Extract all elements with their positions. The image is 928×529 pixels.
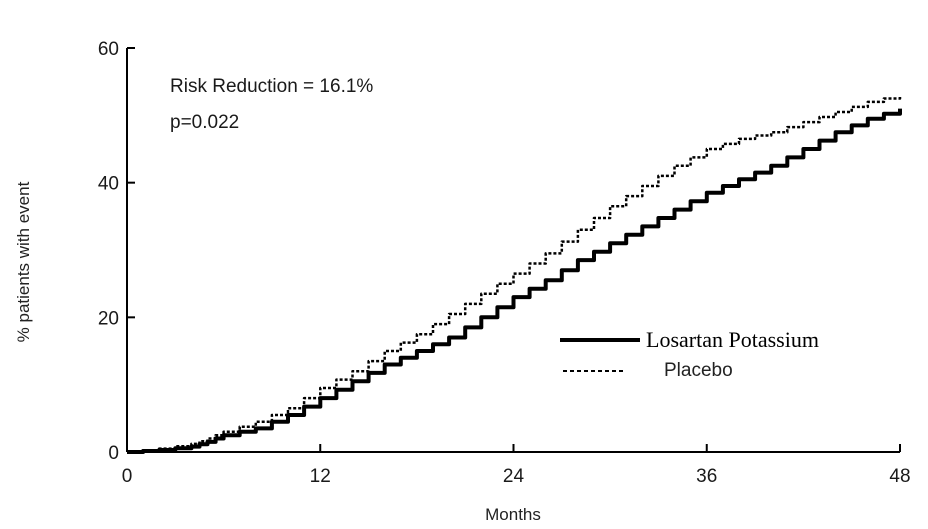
legend: Losartan Potassium Placebo — [560, 327, 819, 381]
axes — [126, 48, 900, 453]
x-tick-label: 48 — [889, 466, 910, 487]
x-tick-label: 12 — [310, 466, 331, 487]
x-axis-label: Months — [485, 505, 541, 524]
tick-labels: 0 12 24 36 48 0 20 40 60 — [98, 39, 911, 487]
p-value-annotation: p=0.022 — [170, 112, 239, 133]
y-tick-label: 40 — [98, 174, 119, 195]
ticks — [126, 47, 901, 453]
series-line-losartan — [127, 108, 902, 454]
series-line-placebo — [127, 95, 902, 454]
y-axis-label: % patients with event — [14, 181, 33, 342]
x-tick-label: 24 — [503, 466, 525, 487]
x-tick-label: 36 — [696, 466, 717, 487]
y-tick-label: 0 — [108, 443, 119, 464]
legend-label-placebo: Placebo — [664, 360, 733, 381]
y-tick-label: 20 — [98, 308, 119, 329]
y-tick-label: 60 — [98, 39, 119, 60]
legend-label-losartan: Losartan Potassium — [646, 327, 819, 352]
x-tick-label: 0 — [122, 466, 133, 487]
risk-reduction-annotation: Risk Reduction = 16.1% — [170, 76, 373, 97]
series-lines — [127, 95, 902, 454]
